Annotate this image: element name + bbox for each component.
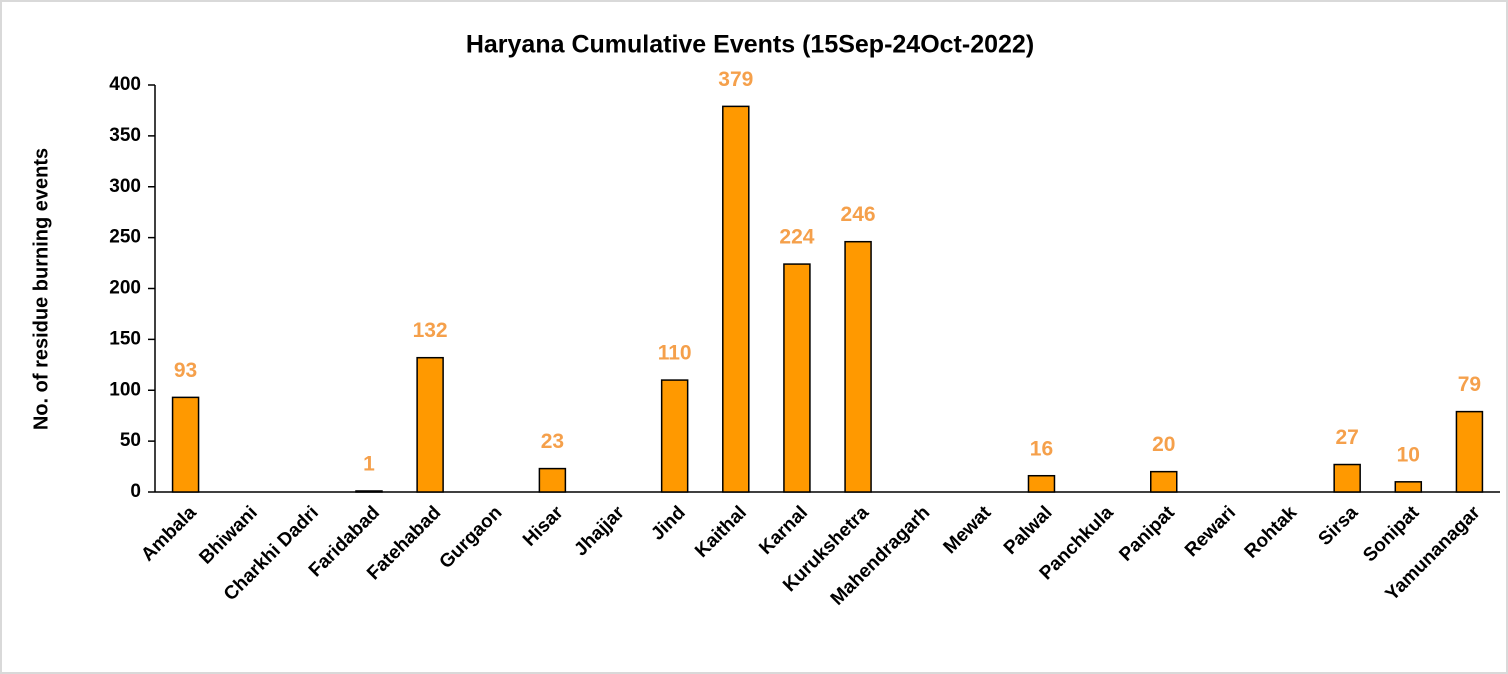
data-label: 16 (1030, 437, 1053, 460)
y-tick-label: 100 (109, 379, 141, 400)
bar (1394, 481, 1423, 493)
data-label: 379 (718, 68, 753, 91)
data-label: 1 (363, 453, 375, 476)
bar (355, 490, 383, 493)
bar (416, 356, 444, 493)
bar (660, 379, 689, 493)
data-label: 10 (1397, 443, 1420, 466)
y-tick-label: 150 (109, 328, 141, 349)
data-label: 23 (541, 430, 564, 453)
bar (783, 263, 811, 493)
data-label: 79 (1458, 373, 1481, 396)
data-label: 132 (413, 319, 448, 342)
y-tick-label: 300 (109, 176, 141, 197)
bar (1150, 470, 1178, 493)
bar (722, 105, 750, 493)
bar (1027, 474, 1056, 493)
y-tick-label: 200 (109, 278, 141, 299)
y-axis-label: No. of residue burning events (30, 148, 52, 430)
bar (538, 467, 567, 493)
y-tick-label: 400 (109, 74, 141, 95)
data-label: 246 (841, 203, 876, 226)
y-tick-label: 0 (130, 481, 141, 502)
data-label: 110 (658, 342, 692, 365)
bar (844, 240, 872, 493)
data-label: 27 (1335, 426, 1358, 449)
data-label: 93 (174, 359, 197, 382)
data-label: 224 (779, 226, 814, 249)
bar (171, 396, 200, 493)
y-tick-label: 250 (109, 227, 141, 248)
bar (1333, 463, 1361, 493)
data-label: 20 (1152, 433, 1175, 456)
y-tick-label: 350 (109, 125, 141, 146)
chart-title: Haryana Cumulative Events (15Sep-24Oct-2… (466, 31, 1034, 59)
y-tick-label: 50 (120, 430, 141, 451)
bar (1455, 410, 1484, 493)
